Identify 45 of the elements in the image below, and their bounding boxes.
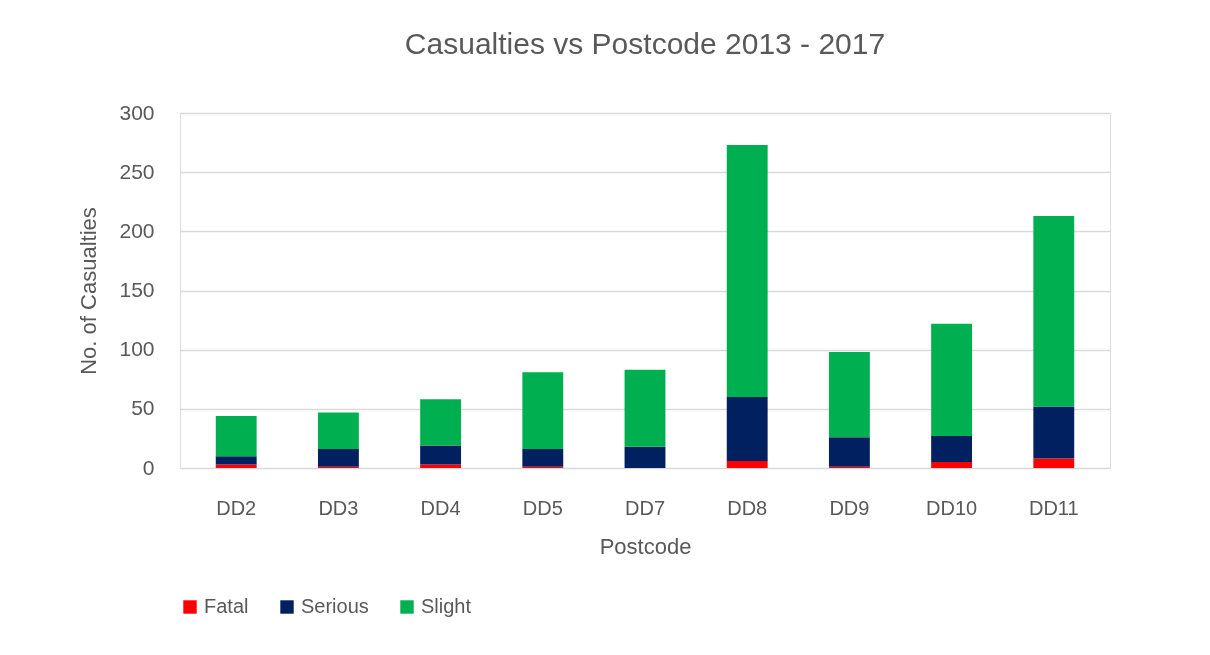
bar	[317, 412, 359, 450]
x-tick-label: DD7	[624, 496, 666, 519]
x-tick-label: DD10	[926, 496, 978, 519]
x-tick-label: DD3	[318, 496, 359, 519]
bar	[215, 415, 257, 457]
bar	[1033, 406, 1075, 459]
bar	[726, 460, 768, 468]
x-tick-label: DD8	[727, 496, 768, 519]
x-tick-label: DD11	[1028, 496, 1079, 519]
bar	[420, 399, 462, 446]
bar	[215, 464, 257, 468]
bar	[726, 397, 768, 461]
y-tick-label: 100	[119, 337, 155, 361]
y-tick-label: 250	[119, 159, 155, 183]
bar	[931, 436, 973, 463]
legend-label: Slight	[421, 595, 472, 617]
x-tick-label: DD2	[216, 496, 257, 519]
bar	[726, 144, 768, 397]
bar	[931, 462, 973, 468]
y-tick-label: 50	[131, 396, 155, 420]
bar	[624, 446, 666, 468]
bar	[420, 464, 462, 468]
bar	[522, 372, 564, 450]
x-axis-title: Postcode	[599, 533, 692, 559]
chart-title: Casualties vs Postcode 2013 - 2017	[404, 27, 886, 60]
y-axis-title: No. of Casualties	[76, 207, 102, 375]
y-tick-label: 300	[119, 100, 155, 124]
legend-label: Serious	[301, 595, 369, 617]
legend-label: Fatal	[204, 595, 249, 617]
y-tick-label: 0	[142, 455, 155, 479]
bar	[522, 449, 564, 467]
y-tick-label: 150	[119, 278, 155, 301]
y-tick-label: 200	[119, 218, 155, 242]
bar	[1033, 215, 1075, 407]
bar	[931, 323, 973, 437]
bar	[317, 449, 359, 467]
bar	[624, 369, 666, 447]
bar	[828, 437, 870, 467]
x-tick-label: DD4	[420, 496, 461, 519]
x-tick-label: DD5	[522, 496, 563, 519]
bar	[420, 445, 462, 465]
bar	[828, 352, 870, 438]
bar	[1033, 458, 1075, 468]
bar	[215, 456, 257, 465]
x-tick-label: DD9	[829, 496, 870, 519]
